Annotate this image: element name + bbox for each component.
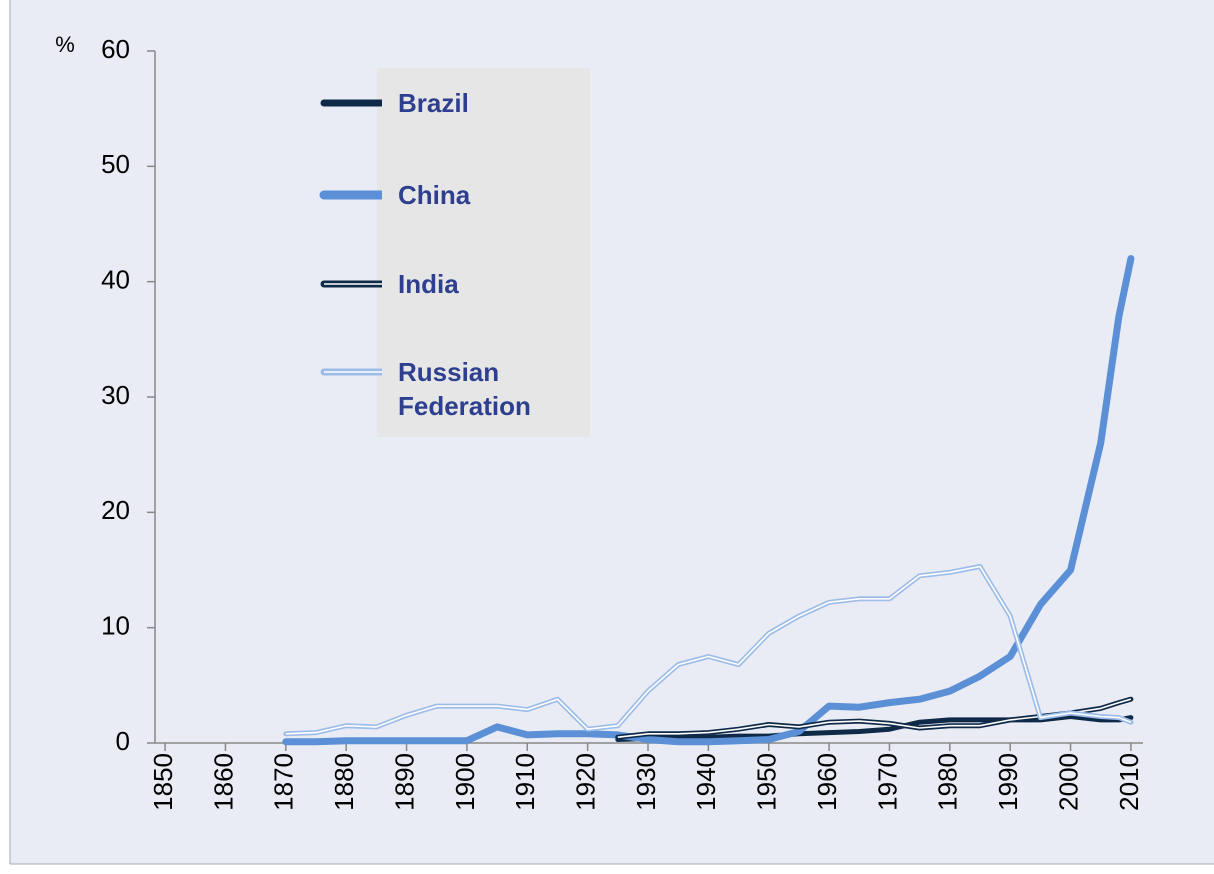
y-tick-label: 20 — [101, 495, 130, 525]
x-tick-label: 2010 — [1114, 753, 1144, 811]
x-tick-label: 1930 — [631, 753, 661, 811]
x-tick-label: 2000 — [1053, 753, 1083, 811]
legend-swatch — [319, 190, 382, 200]
legend-swatch — [320, 368, 382, 376]
x-tick-label: 1850 — [148, 753, 178, 811]
legend-label: Russian Federation — [398, 357, 531, 421]
legend-label: India — [398, 269, 459, 299]
y-tick-label: 10 — [101, 611, 130, 641]
x-tick-label: 1940 — [691, 753, 721, 811]
series-line — [282, 255, 1135, 746]
y-tick-label: 60 — [101, 34, 130, 64]
y-tick-label: 30 — [101, 380, 130, 410]
x-tick-label: 1920 — [571, 753, 601, 811]
legend-label: Brazil — [398, 88, 469, 118]
y-tick-label: 50 — [101, 149, 130, 179]
legend — [377, 68, 590, 437]
series-line — [615, 714, 1134, 742]
x-tick-label: 1870 — [269, 753, 299, 811]
y-tick-label: 0 — [116, 726, 130, 756]
y-tick-label: 40 — [101, 265, 130, 295]
legend-swatch — [320, 280, 382, 288]
x-tick-label: 1900 — [450, 753, 480, 811]
legend-swatch — [320, 99, 382, 107]
x-tick-label: 1990 — [993, 753, 1023, 811]
legend-label: China — [398, 180, 471, 210]
x-tick-label: 1860 — [208, 753, 238, 811]
x-tick-label: 1910 — [510, 753, 540, 811]
x-tick-label: 1980 — [933, 753, 963, 811]
x-tick-label: 1890 — [389, 753, 419, 811]
x-tick-label: 1950 — [752, 753, 782, 811]
x-tick-label: 1960 — [812, 753, 842, 811]
x-tick-label: 1970 — [872, 753, 902, 811]
x-tick-label: 1880 — [329, 753, 359, 811]
y-axis-label: % — [55, 32, 75, 57]
series-line-inner — [285, 565, 1132, 735]
